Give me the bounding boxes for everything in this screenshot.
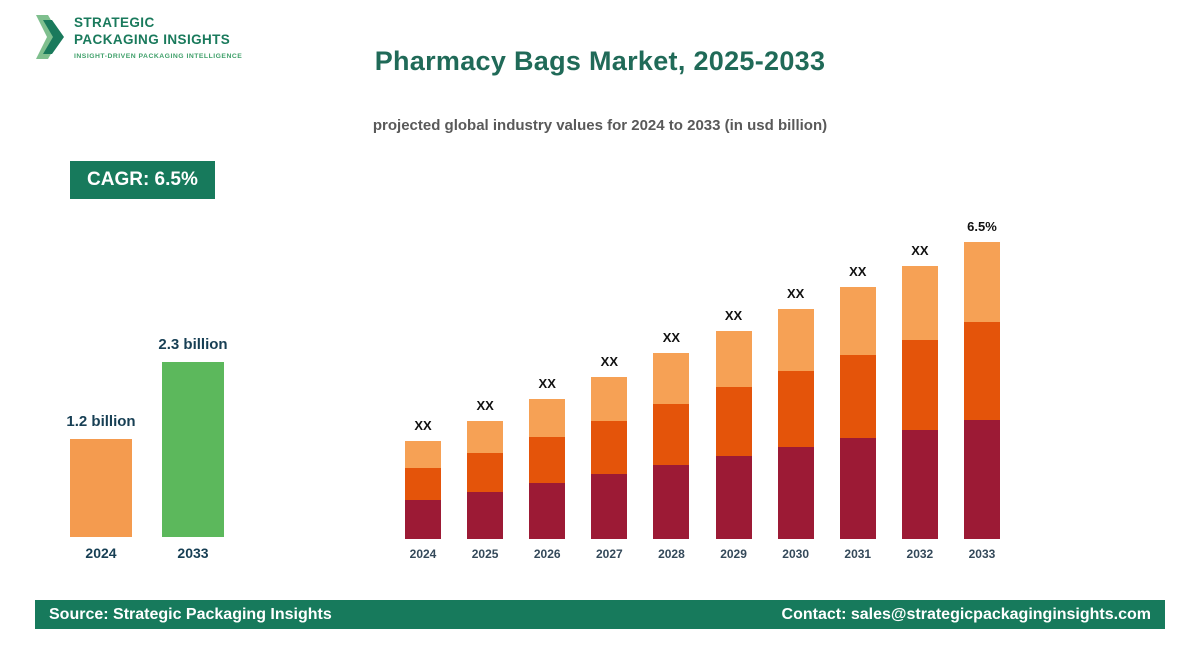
bar-year-label: 2031 [844, 547, 872, 561]
stacked-bar-column: XX 2029 [715, 308, 752, 561]
bottom-segment [529, 483, 566, 539]
mini-bar-value-label: 1.2 billion [66, 413, 136, 430]
bar-value-label: XX [476, 398, 494, 413]
stacked-bar [529, 399, 566, 539]
top-segment [777, 309, 814, 371]
bar-value-label: XX [849, 264, 867, 279]
bottom-segment [839, 438, 876, 539]
mini-bar-column-2024: 1.2 billion 2024 [66, 413, 135, 561]
stacked-bar-column: XX 2025 [467, 398, 504, 561]
footer-source: Source: Strategic Packaging Insights [49, 605, 332, 623]
stacked-bar [653, 353, 690, 539]
top-segment [591, 377, 628, 421]
bar-value-label: XX [414, 418, 432, 433]
bar-year-label: 2026 [533, 547, 561, 561]
middle-segment [963, 322, 1000, 420]
cagr-badge: CAGR: 6.5% [70, 161, 215, 199]
bar-year-label: 2030 [782, 547, 809, 561]
bar-value-label: XX [538, 376, 556, 391]
page-title: Pharmacy Bags Market, 2025-2033 [374, 46, 826, 76]
stacked-bar [777, 309, 814, 539]
bottom-segment [901, 430, 938, 539]
stacked-bar-column: XX 2027 [591, 354, 628, 561]
logo: STRATEGIC PACKAGING INSIGHTS INSIGHT-DRI… [35, 14, 242, 65]
stacked-bar [901, 266, 938, 539]
logo-line2: PACKAGING INSIGHTS [74, 32, 231, 47]
middle-segment [901, 340, 938, 430]
top-segment [901, 266, 938, 340]
stacked-bar-column: XX 2031 [839, 264, 876, 561]
footer-contact: Contact: sales@strategicpackaginginsight… [781, 605, 1151, 623]
top-segment [653, 353, 690, 404]
bar-value-label: XX [724, 308, 743, 323]
stacked-bar-column: 6.5% 2033 [963, 219, 1000, 561]
logo-chevron-icon [35, 14, 65, 65]
stacked-bar [405, 441, 441, 539]
mini-bar [70, 439, 132, 537]
bar-value-label: XX [911, 243, 929, 258]
middle-segment [777, 371, 814, 447]
stacked-bar [591, 377, 628, 539]
stacked-bar-column: XX 2028 [653, 330, 690, 561]
bar-year-label: 2024 [409, 547, 437, 561]
bottom-segment [777, 447, 814, 539]
bar-value-label: XX [662, 330, 681, 345]
bar-year-label: 2033 [968, 547, 996, 561]
top-segment [839, 287, 876, 355]
stacked-bar-column: XX 2032 [901, 243, 938, 561]
top-segment [529, 399, 566, 437]
bar-value-label: XX [600, 354, 618, 369]
top-segment [963, 242, 1000, 322]
footer-bar: Source: Strategic Packaging Insights Con… [35, 600, 1165, 629]
middle-segment [405, 468, 441, 500]
stacked-bar [467, 421, 504, 539]
bar-year-label: 2028 [658, 547, 685, 561]
logo-text: STRATEGIC PACKAGING INSIGHTS INSIGHT-DRI… [74, 14, 242, 60]
bottom-segment [405, 500, 441, 539]
stacked-bar [963, 242, 1000, 539]
page-subtitle: projected global industry values for 202… [372, 117, 828, 134]
bottom-segment [963, 420, 1000, 539]
growth-comparison-chart: 1.2 billion 2024 2.3 billion 2033 [66, 336, 227, 561]
bar-year-label: 2032 [906, 547, 934, 561]
stacked-bar-column: XX 2026 [529, 376, 566, 561]
mini-bars-row: 1.2 billion 2024 2.3 billion 2033 [66, 336, 227, 561]
bottom-segment [715, 456, 752, 539]
stacked-bar-column: XX 2024 [405, 418, 441, 561]
bottom-segment [653, 465, 690, 539]
mini-bar-column-2033: 2.3 billion 2033 [158, 336, 227, 561]
stacked-bar [839, 287, 876, 539]
middle-segment [529, 437, 566, 483]
mini-bar-value-label: 2.3 billion [158, 336, 228, 353]
top-segment [405, 441, 441, 468]
stacked-bars-row: XX 2024 XX 2025 XX 2026 XX 2027 XX 2028 XX 2029 XX 20… [405, 219, 1000, 561]
bar-value-label: 6.5% [967, 219, 997, 234]
mini-bar-year-label: 2024 [85, 545, 117, 561]
stacked-bar-chart: XX 2024 XX 2025 XX 2026 XX 2027 XX 2028 XX 2029 XX 20… [405, 219, 1000, 561]
stacked-bar-column: XX 2030 [777, 286, 814, 561]
middle-segment [715, 387, 752, 456]
mini-bar [162, 362, 224, 537]
middle-segment [839, 355, 876, 438]
logo-tagline: INSIGHT-DRIVEN PACKAGING INTELLIGENCE [74, 53, 243, 60]
bar-value-label: XX [786, 286, 805, 301]
middle-segment [591, 421, 628, 474]
middle-segment [653, 404, 690, 465]
logo-line1: STRATEGIC [74, 15, 155, 30]
middle-segment [467, 453, 504, 492]
top-segment [715, 331, 752, 387]
bar-year-label: 2027 [595, 547, 623, 561]
mini-bar-year-label: 2033 [177, 545, 209, 561]
bottom-segment [467, 492, 504, 539]
bar-year-label: 2025 [471, 547, 499, 561]
bottom-segment [591, 474, 628, 539]
bar-year-label: 2029 [720, 547, 747, 561]
top-segment [467, 421, 504, 453]
stacked-bar [715, 331, 752, 539]
